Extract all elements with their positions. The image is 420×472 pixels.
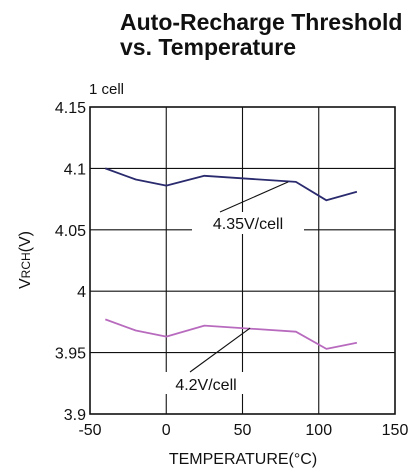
y-axis-label: VRCH(V) <box>17 231 34 289</box>
annotation-label: 4.35V/cell <box>213 216 283 233</box>
chart-title: Auto-Recharge Threshold vs. Temperature <box>120 10 420 60</box>
grid <box>90 107 395 414</box>
y-tick-labels: 3.9 3.95 4 4.05 4.1 4.15 <box>55 100 86 424</box>
x-tick-labels: -50 0 50 100 150 <box>78 422 408 439</box>
annotation-backdrop <box>158 372 254 394</box>
chart-title-line-1: Auto-Recharge Threshold <box>120 9 403 35</box>
y-axis-label-sub: RCH <box>19 252 33 278</box>
series-line-1 <box>104 167 358 202</box>
y-tick-label: 4 <box>77 284 86 301</box>
x-tick-label: 150 <box>382 422 409 439</box>
annotation-leader <box>219 181 289 213</box>
chart-subtitle: 1 cell <box>89 81 124 98</box>
annotation-backdrop <box>192 212 304 234</box>
y-tick-label: 4.1 <box>64 161 86 178</box>
y-tick-label: 3.9 <box>64 407 86 424</box>
x-tick-label: 50 <box>234 422 252 439</box>
series-line-2 <box>104 318 358 350</box>
chart-title-line-2: vs. Temperature <box>120 34 296 60</box>
annotations: 4.35V/cell 4.2V/cell <box>158 181 304 394</box>
y-tick-label: 3.95 <box>55 346 86 363</box>
y-tick-label: 4.05 <box>55 223 86 240</box>
y-axis-label-main: V <box>17 278 34 289</box>
y-axis-label-suffix: (V) <box>17 231 34 252</box>
annotation-leader <box>189 327 251 373</box>
annotation-label: 4.2V/cell <box>175 377 236 394</box>
series-group <box>104 167 358 350</box>
x-axis-label: TEMPERATURE(°C) <box>169 451 317 468</box>
x-tick-label: 0 <box>162 422 171 439</box>
y-tick-label: 4.15 <box>55 100 86 117</box>
plot-frame <box>89 106 396 415</box>
x-tick-label: -50 <box>78 422 101 439</box>
x-tick-label: 100 <box>305 422 332 439</box>
